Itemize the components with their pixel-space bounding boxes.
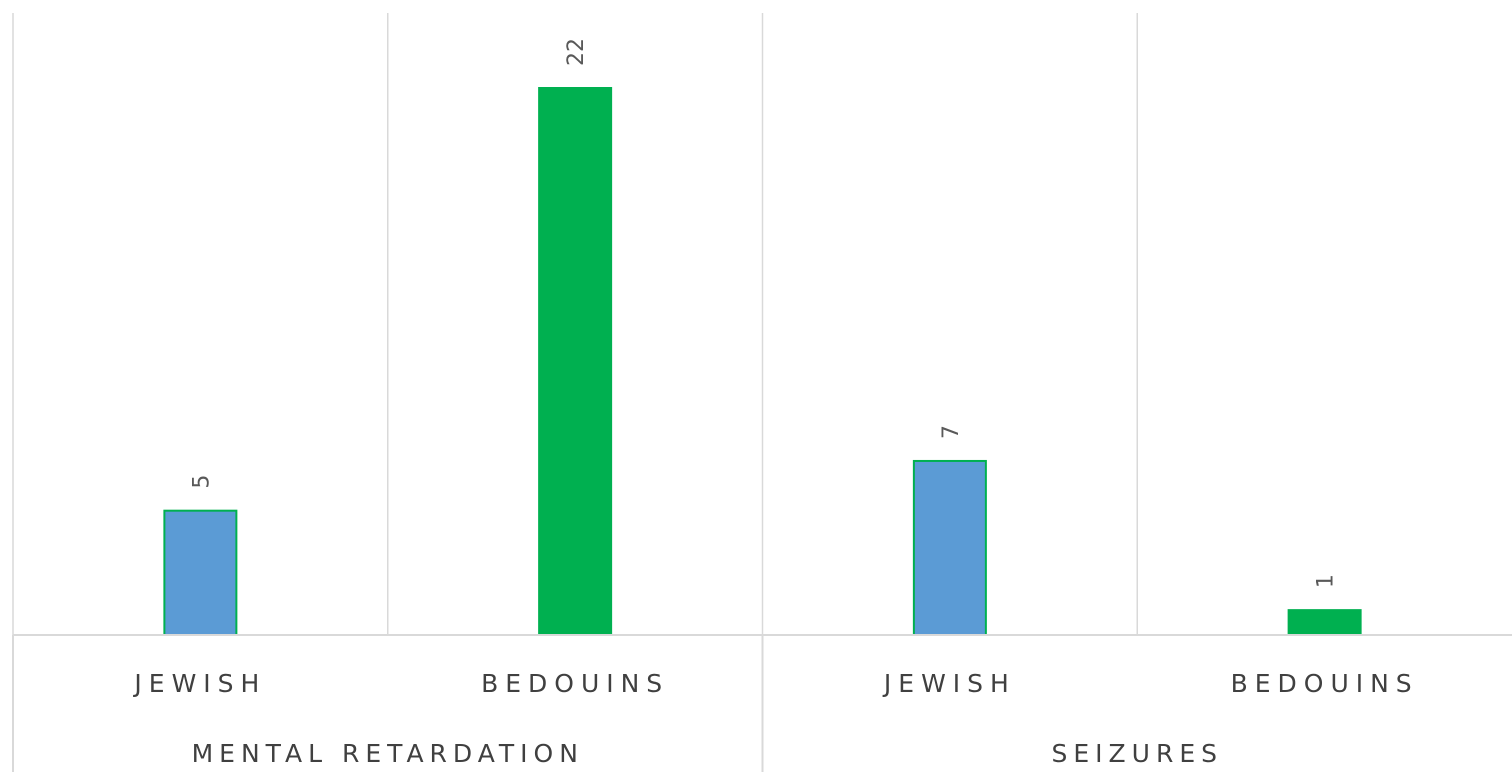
category-label-4: BEDOUINS bbox=[1231, 669, 1419, 698]
category-label-3: JEWISH bbox=[882, 669, 1016, 698]
category-axis: JEWISH BEDOUINS JEWISH BEDOUINS MENTAL RETAR… bbox=[12, 634, 1512, 772]
data-labels: 5 22 7 1 bbox=[189, 38, 1338, 588]
bar-2 bbox=[538, 87, 613, 636]
bar-1 bbox=[163, 509, 238, 637]
category-label-1: JEWISH bbox=[132, 669, 266, 698]
group-label-1: MENTAL RETARDATION bbox=[192, 739, 584, 768]
data-label-3: 7 bbox=[939, 425, 964, 439]
bar-3 bbox=[912, 459, 987, 637]
data-label-2: 22 bbox=[564, 38, 589, 66]
group-label-2: SEIZURES bbox=[1052, 739, 1224, 768]
category-label-2: BEDOUINS bbox=[481, 669, 669, 698]
gridlines bbox=[12, 13, 1138, 635]
data-label-1: 5 bbox=[189, 475, 214, 489]
data-label-4: 1 bbox=[1314, 574, 1339, 588]
bar-4 bbox=[1287, 609, 1362, 636]
